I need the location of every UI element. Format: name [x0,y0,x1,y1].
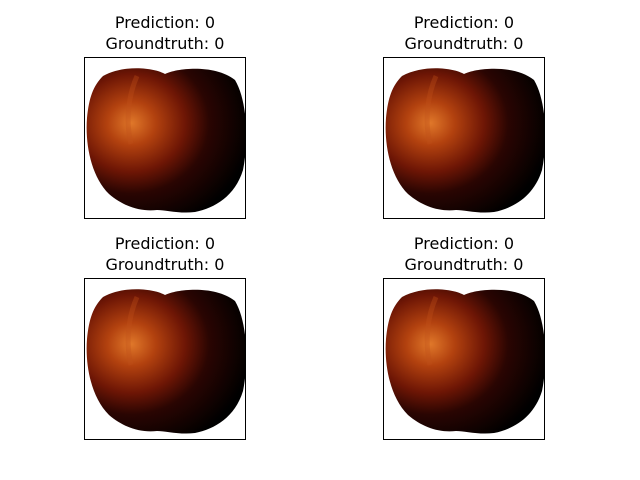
apple-image [86,68,245,213]
subplot-panel-2: Prediction: 0 Groundtruth: 0 [382,12,546,219]
image-axes [84,278,246,440]
groundtruth-label: Groundtruth: 0 [105,255,225,274]
subplot-panel-4: Prediction: 0 Groundtruth: 0 [382,233,546,440]
subplot-panel-1: Prediction: 0 Groundtruth: 0 [83,12,247,219]
prediction-label: Prediction: 0 [413,234,515,253]
prediction-label: Prediction: 0 [413,13,515,32]
image-axes [383,278,545,440]
apple-image [385,289,544,434]
subplot-panel-3: Prediction: 0 Groundtruth: 0 [83,233,247,440]
apple-image [385,68,544,213]
groundtruth-label: Groundtruth: 0 [105,34,225,53]
apple-image [86,289,245,434]
prediction-label: Prediction: 0 [114,234,216,253]
groundtruth-label: Groundtruth: 0 [404,255,524,274]
image-axes [383,57,545,219]
image-axes [84,57,246,219]
prediction-label: Prediction: 0 [114,13,216,32]
groundtruth-label: Groundtruth: 0 [404,34,524,53]
